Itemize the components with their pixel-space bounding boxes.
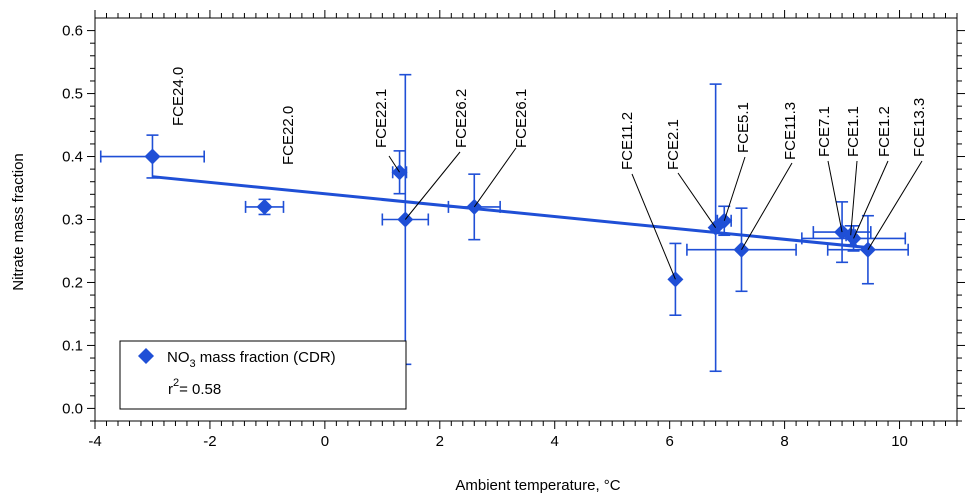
point-label: FCE7.1 [816, 106, 833, 157]
fit-line [152, 175, 871, 250]
point-label: FCE1.1 [845, 106, 862, 157]
label-leader-line [631, 173, 676, 280]
point-label: FCE22.0 [280, 106, 297, 165]
y-tick-label: 0.5 [62, 86, 83, 103]
legend-r-squared: r2= 0.58 [168, 377, 221, 398]
data-point [256, 198, 273, 215]
axis-ticks: -4 -2 0 2 4 6 8 10 0.0 0.1 0.2 0.3 0.4 0.5 0.6 [62, 10, 965, 450]
x-axis-label: Ambient temperature, °C [455, 477, 620, 494]
x-tick-label: 6 [665, 433, 673, 450]
point-label: FCE11.3 [782, 102, 799, 160]
y-tick-label: 0.1 [62, 337, 83, 354]
x-tick-label: 10 [891, 433, 908, 450]
fit-line-group [152, 175, 871, 250]
y-tick-label: 0.6 [62, 23, 83, 40]
x-tick-label: -2 [203, 433, 216, 450]
point-label: FCE5.1 [735, 102, 752, 153]
y-tick-label: 0.0 [62, 400, 83, 417]
y-axis-label: Nitrate mass fraction [10, 153, 27, 291]
label-leader-line [741, 162, 793, 250]
label-leader-line [827, 160, 843, 233]
x-tick-label: 2 [436, 433, 444, 450]
point-label: FCE26.1 [513, 89, 530, 148]
point-label: FCE11.2 [619, 112, 636, 170]
legend: NO3 mass fraction (CDR) r2= 0.58 [119, 340, 407, 410]
label-leader-line [853, 160, 889, 239]
point-label: FCE24.0 [170, 67, 187, 126]
label-leader-line [404, 151, 461, 220]
point-label: FCE1.2 [876, 106, 893, 157]
label-leader-line [850, 160, 858, 236]
legend-entry: NO3 mass fraction (CDR) [167, 349, 336, 370]
y-tick-label: 0.4 [62, 149, 83, 166]
y-tick-label: 0.3 [62, 212, 83, 229]
x-tick-label: 4 [551, 433, 559, 450]
label-leader-line [388, 155, 400, 173]
label-leader-line [867, 160, 923, 250]
point-label: FCE2.1 [665, 119, 682, 170]
x-tick-label: 8 [780, 433, 788, 450]
data-point [144, 148, 161, 165]
point-label: FCE22.1 [373, 89, 390, 148]
data-points [144, 148, 876, 288]
y-tick-label: 0.2 [62, 274, 83, 291]
label-leader-line [723, 156, 746, 221]
point-label: FCE13.3 [911, 98, 928, 157]
point-label: FCE26.2 [453, 89, 470, 148]
x-tick-label: 0 [321, 433, 329, 450]
point-labels: FCE24.0 FCE22.0 FCE22.1 FCE26.2 FCE26.1 FCE11… [170, 67, 928, 280]
label-leader-line [677, 172, 717, 228]
label-leader-line [473, 147, 517, 208]
x-tick-label: -4 [88, 433, 101, 450]
legend-box [119, 340, 407, 410]
legend-marker [138, 348, 154, 364]
